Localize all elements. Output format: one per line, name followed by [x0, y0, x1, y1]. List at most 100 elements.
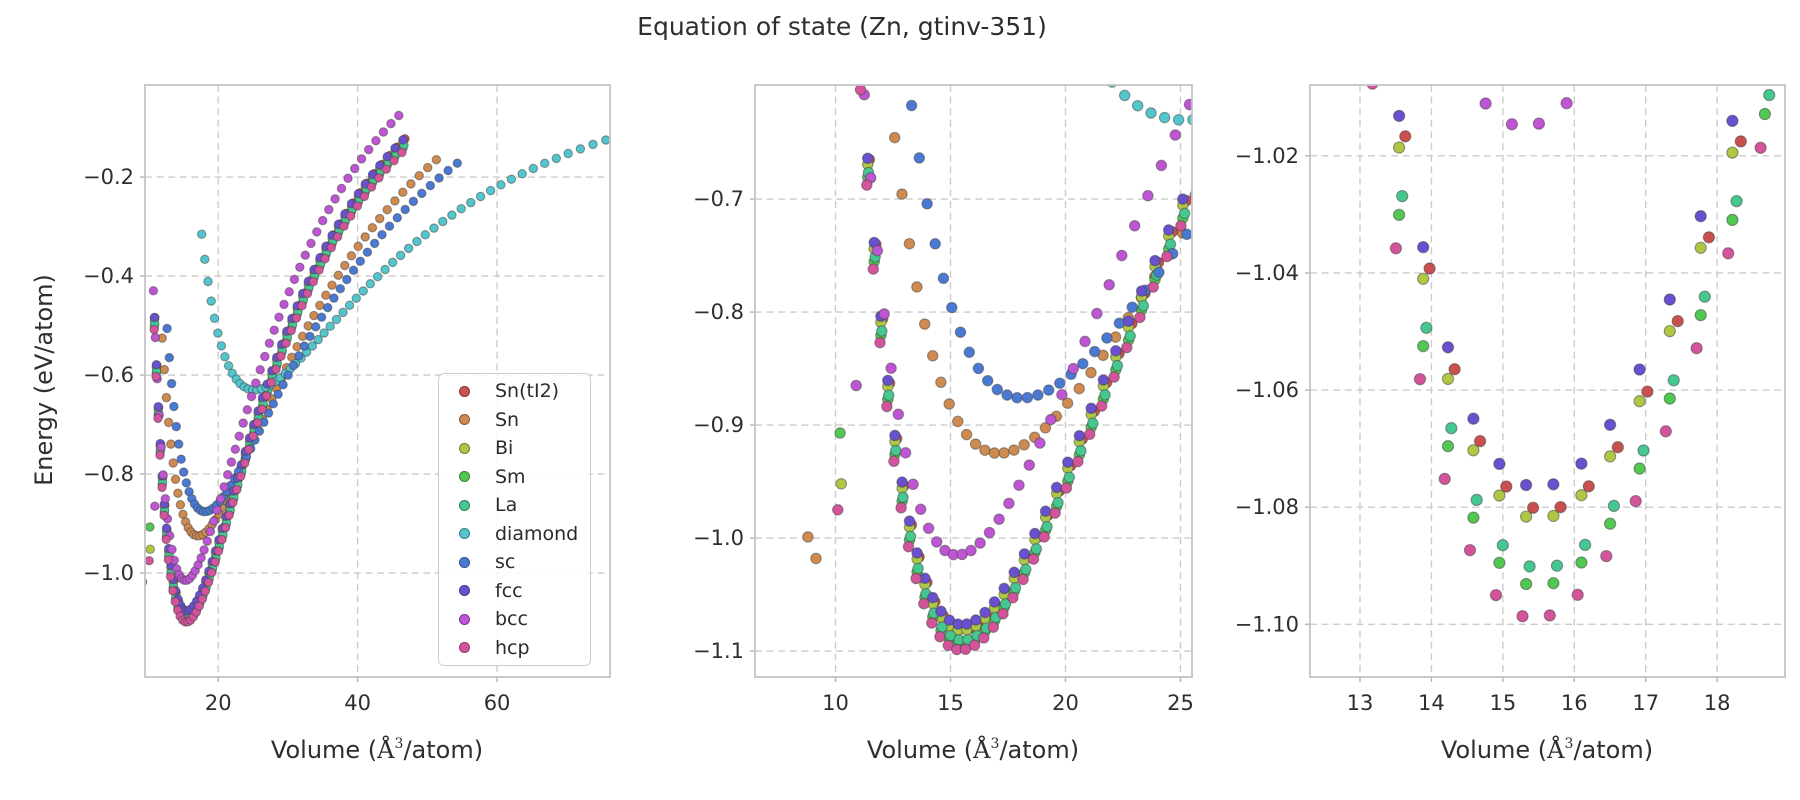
data-point [904, 530, 917, 543]
data-point [302, 288, 313, 299]
data-point [145, 544, 155, 555]
legend-label: Sn(tI2) [495, 380, 560, 403]
data-point [398, 187, 408, 198]
data-point [145, 522, 155, 532]
data-point [381, 164, 392, 174]
data-point [269, 325, 279, 335]
data-point [365, 279, 376, 289]
data-point [372, 271, 383, 282]
data-point [1607, 499, 1621, 513]
data-point [889, 429, 901, 442]
data-point [1493, 457, 1506, 471]
angstrom-symbol: Å [377, 736, 395, 764]
data-point [216, 341, 227, 351]
panel-mid-zoom: 10 15 20 25 −0.7 −0.8 −0.9 −1.0 −1.1 [693, 84, 1206, 715]
data-point [358, 286, 368, 296]
data-point [978, 632, 990, 644]
data-point [907, 478, 919, 491]
data-point [867, 263, 880, 275]
data-point [283, 370, 293, 380]
data-point [1008, 444, 1020, 456]
data-point [1164, 238, 1177, 251]
data-point [987, 621, 1000, 633]
data-point [320, 253, 330, 264]
data-point [389, 155, 399, 166]
data-point [998, 582, 1010, 595]
data-point [1467, 444, 1480, 457]
data-point [163, 417, 174, 428]
data-point [203, 577, 214, 588]
data-point [251, 378, 261, 388]
data-point [1124, 330, 1136, 342]
data-point [374, 173, 384, 183]
data-point [369, 238, 380, 249]
data-point [1032, 389, 1044, 401]
data-point [429, 223, 439, 233]
data-point [968, 639, 981, 652]
data-point [363, 144, 374, 155]
data-point [151, 371, 161, 382]
data-point [374, 213, 385, 224]
data-point [1467, 412, 1480, 425]
data-point [810, 552, 822, 565]
data-point [1018, 439, 1030, 451]
data-point [1017, 573, 1029, 586]
data-point [295, 262, 305, 272]
data-point [322, 302, 333, 313]
data-point [1023, 459, 1036, 471]
data-point [903, 237, 916, 250]
data-point [1181, 228, 1192, 241]
data-point [1196, 209, 1206, 219]
data-point [1073, 429, 1086, 442]
data-point [367, 222, 378, 233]
data-point [1042, 384, 1055, 396]
legend-label: Bi [495, 437, 514, 460]
data-point [1726, 114, 1739, 128]
data-point [1441, 440, 1455, 453]
data-point [359, 191, 370, 202]
data-point [1600, 549, 1613, 563]
data-point [1448, 363, 1461, 376]
data-point [1050, 481, 1063, 494]
data-point [392, 213, 403, 223]
data-point [854, 85, 867, 96]
data-point [963, 346, 976, 359]
data-point [1187, 114, 1192, 126]
data-point [153, 401, 163, 412]
data-point [242, 405, 253, 415]
data-point [1039, 505, 1052, 517]
data-point [213, 328, 223, 338]
data-point [340, 260, 350, 271]
data-point [166, 378, 177, 389]
legend-item-Bi: Bi [439, 434, 590, 462]
data-point [1145, 107, 1157, 119]
data-point [1161, 250, 1173, 263]
data-point [339, 221, 349, 231]
legend-item-diamond: diamond [439, 520, 590, 548]
data-point [1075, 445, 1087, 457]
data-point [1073, 382, 1085, 395]
x-tick-label: 14 [1418, 691, 1445, 715]
legend-item-hcp: hcp [439, 634, 590, 662]
data-point [173, 488, 183, 498]
data-point [244, 444, 254, 455]
data-point [1056, 388, 1068, 401]
data-point [1758, 107, 1772, 121]
data-point [331, 314, 342, 325]
y-tick-label: −1.10 [1235, 612, 1299, 636]
data-point [1013, 479, 1025, 491]
data-point [528, 163, 539, 174]
data-point [998, 447, 1010, 459]
data-point [918, 318, 931, 330]
data-point [286, 325, 296, 336]
data-point [387, 257, 398, 268]
data-point [960, 428, 973, 441]
x-tick-label: 60 [484, 691, 511, 715]
data-point [220, 522, 231, 533]
data-point [1392, 208, 1406, 222]
legend-marker-icon [459, 442, 470, 454]
data-point [1417, 241, 1430, 254]
data-point [861, 179, 873, 191]
legend-item-sc: sc [439, 548, 590, 576]
data-point [226, 457, 237, 467]
